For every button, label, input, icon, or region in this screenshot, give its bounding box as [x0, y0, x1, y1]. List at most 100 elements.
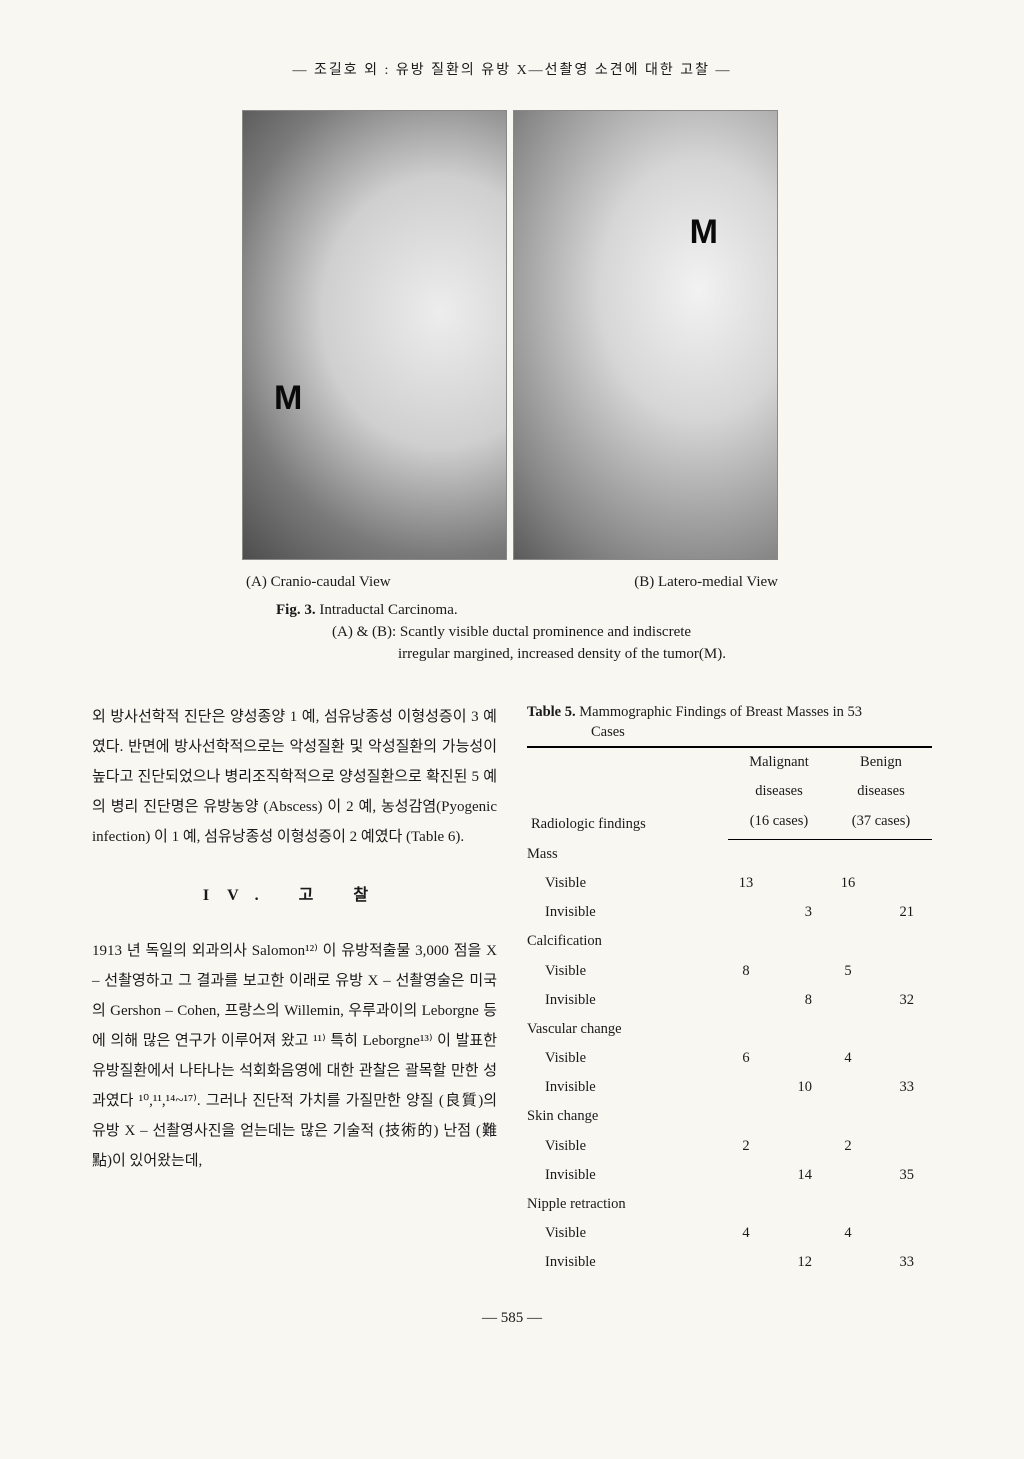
table-row: Visible44: [527, 1219, 932, 1248]
cell-malig-b: [764, 869, 830, 898]
row-category: Calcification: [527, 927, 932, 956]
figure-title: Intraductal Carcinoma.: [319, 602, 457, 618]
two-column-body: 외 방사선학적 진단은 양성종양 1 예, 섬유낭종성 이형성증이 3 예였다.…: [92, 702, 932, 1278]
row-label: Visible: [527, 957, 728, 986]
cell-benign-b: 35: [866, 1161, 932, 1190]
mass-label-b: M: [690, 205, 718, 259]
table-row: Invisible 10 33: [527, 1073, 932, 1102]
cell-benign-a: 5: [830, 957, 866, 986]
cell-benign-a: 16: [830, 869, 866, 898]
cell-malig-a: [728, 1073, 764, 1102]
cell-benign-b: 21: [866, 898, 932, 927]
cell-benign-b: [866, 1044, 932, 1073]
row-label: Visible: [527, 1044, 728, 1073]
cell-malig-a: 4: [728, 1219, 764, 1248]
cell-malig-a: 8: [728, 957, 764, 986]
cell-malig-a: [728, 898, 764, 927]
cell-benign-a: [830, 1161, 866, 1190]
cell-malig-b: 10: [764, 1073, 830, 1102]
cell-malig-b: 3: [764, 898, 830, 927]
table-row: Invisible 3 21: [527, 898, 932, 927]
cell-benign-b: [866, 1132, 932, 1161]
row-label: Visible: [527, 1219, 728, 1248]
table-row: Visible22: [527, 1132, 932, 1161]
cell-malig-a: 6: [728, 1044, 764, 1073]
row-label: Invisible: [527, 1248, 728, 1277]
col-malig-3: (16 cases): [728, 807, 830, 840]
cell-benign-b: 33: [866, 1073, 932, 1102]
figure-desc-2: irregular margined, increased density of…: [276, 644, 782, 666]
table-row: Mass: [527, 839, 932, 869]
table-5-title: Table 5. Mammographic Findings of Breast…: [527, 702, 932, 743]
para-2: 1913 년 독일의 외과의사 Salomon¹²⁾ 이 유방적출물 3,000…: [92, 936, 497, 1176]
cell-malig-b: 12: [764, 1248, 830, 1277]
cell-malig-b: 14: [764, 1161, 830, 1190]
row-label: Invisible: [527, 986, 728, 1015]
para-1: 외 방사선학적 진단은 양성종양 1 예, 섬유낭종성 이형성증이 3 예였다.…: [92, 702, 497, 852]
page-number: — 585 —: [92, 1306, 932, 1330]
section-heading-iv: IV. 고 찰: [92, 880, 497, 912]
cell-malig-a: [728, 1248, 764, 1277]
fig-sub-a: (A) Cranio-caudal View: [246, 570, 391, 594]
table-row: Visible8 5: [527, 957, 932, 986]
row-label: Invisible: [527, 1073, 728, 1102]
cell-benign-a: [830, 986, 866, 1015]
table-row: Visible6 4: [527, 1044, 932, 1073]
col-benign-2: diseases: [830, 777, 932, 806]
cell-benign-b: 33: [866, 1248, 932, 1277]
row-label: Invisible: [527, 1161, 728, 1190]
row-category: Nipple retraction: [527, 1190, 932, 1219]
cell-benign-a: 2: [830, 1132, 866, 1161]
table-row: Calcification: [527, 927, 932, 956]
row-category: Vascular change: [527, 1015, 932, 1044]
cell-benign-a: 4: [830, 1219, 866, 1248]
mass-label-a: M: [274, 371, 302, 425]
left-column: 외 방사선학적 진단은 양성종양 1 예, 섬유낭종성 이형성증이 3 예였다.…: [92, 702, 497, 1182]
cell-malig-a: 13: [728, 869, 764, 898]
table-title-sub: Cases: [527, 722, 932, 742]
cell-benign-a: [830, 1248, 866, 1277]
col-benign-3: (37 cases): [830, 807, 932, 840]
cell-malig-b: [764, 957, 830, 986]
mammogram-b: M: [513, 110, 778, 560]
table-row: Invisible 14 35: [527, 1161, 932, 1190]
row-category: Skin change: [527, 1102, 932, 1131]
cell-malig-a: 2: [728, 1132, 764, 1161]
cell-malig-a: [728, 1161, 764, 1190]
col-benign-1: Benign: [830, 747, 932, 777]
cell-benign-b: [866, 869, 932, 898]
table-row: Vascular change: [527, 1015, 932, 1044]
cell-malig-b: 8: [764, 986, 830, 1015]
row-category: Mass: [527, 839, 932, 869]
fig-sub-b: (B) Latero-medial View: [634, 570, 778, 594]
figure-3: M M (A) Cranio-caudal View (B) Latero-me…: [242, 110, 782, 665]
table-label: Table 5.: [527, 704, 576, 720]
cell-benign-b: 32: [866, 986, 932, 1015]
cell-malig-a: [728, 986, 764, 1015]
table-5: Radiologic findings Malignant Benign dis…: [527, 746, 932, 1277]
running-head: — 조길호 외 : 유방 질환의 유방 X—선촬영 소견에 대한 고찰 —: [92, 60, 932, 82]
right-column: Table 5. Mammographic Findings of Breast…: [527, 702, 932, 1278]
row-label: Invisible: [527, 898, 728, 927]
col-radiologic: Radiologic findings: [527, 747, 728, 839]
table-row: Invisible 8 32: [527, 986, 932, 1015]
col-malig-2: diseases: [728, 777, 830, 806]
row-label: Visible: [527, 869, 728, 898]
mammogram-a: M: [242, 110, 507, 560]
col-malig-1: Malignant: [728, 747, 830, 777]
table-row: Invisible 12 33: [527, 1248, 932, 1277]
cell-benign-a: [830, 1073, 866, 1102]
cell-benign-a: 4: [830, 1044, 866, 1073]
cell-malig-b: [764, 1132, 830, 1161]
figure-subcaptions: (A) Cranio-caudal View (B) Latero-medial…: [242, 570, 782, 594]
table-row: Nipple retraction: [527, 1190, 932, 1219]
table-row: Visible13 16: [527, 869, 932, 898]
figure-number: Fig. 3.: [276, 602, 316, 618]
cell-benign-a: [830, 898, 866, 927]
figure-caption: Fig. 3. Intraductal Carcinoma. (A) & (B)…: [242, 600, 782, 665]
figure-desc-1: (A) & (B): Scantly visible ductal promin…: [276, 622, 691, 644]
table-title-text: Mammographic Findings of Breast Masses i…: [579, 704, 862, 720]
table-row: Skin change: [527, 1102, 932, 1131]
cell-benign-b: [866, 1219, 932, 1248]
cell-malig-b: [764, 1219, 830, 1248]
